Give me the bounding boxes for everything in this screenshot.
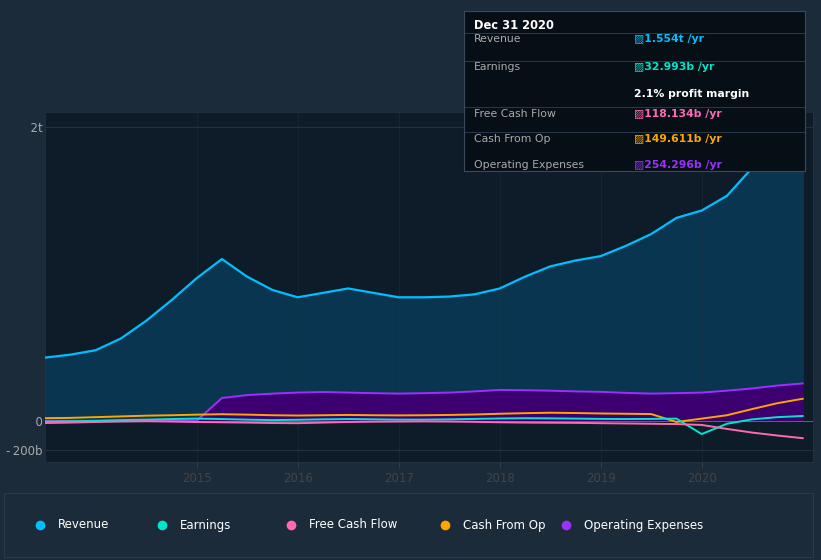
- Text: Cash From Op: Cash From Op: [462, 519, 545, 531]
- Text: ▨1.554t /yr: ▨1.554t /yr: [635, 34, 704, 44]
- Text: Cash From Op: Cash From Op: [474, 134, 551, 144]
- Text: ▨118.134b /yr: ▨118.134b /yr: [635, 109, 722, 119]
- Text: Operating Expenses: Operating Expenses: [474, 160, 584, 170]
- Text: Revenue: Revenue: [474, 34, 521, 44]
- Text: ▨149.611b /yr: ▨149.611b /yr: [635, 134, 722, 144]
- Text: Dec 31 2020: Dec 31 2020: [474, 19, 554, 32]
- Text: ▨254.296b /yr: ▨254.296b /yr: [635, 160, 722, 170]
- Text: Free Cash Flow: Free Cash Flow: [474, 109, 556, 119]
- Text: Earnings: Earnings: [474, 62, 521, 72]
- Text: Revenue: Revenue: [58, 519, 110, 531]
- Text: Free Cash Flow: Free Cash Flow: [309, 519, 397, 531]
- Text: Earnings: Earnings: [180, 519, 231, 531]
- Text: 2.1% profit margin: 2.1% profit margin: [635, 90, 750, 100]
- Text: ▨32.993b /yr: ▨32.993b /yr: [635, 62, 714, 72]
- Text: Operating Expenses: Operating Expenses: [584, 519, 703, 531]
